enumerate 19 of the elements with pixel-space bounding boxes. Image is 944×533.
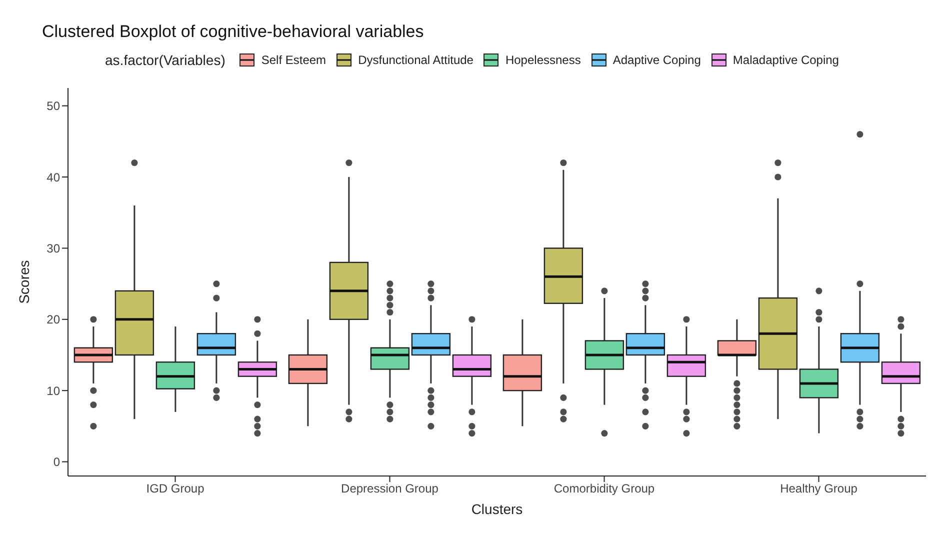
y-tick-label: 0 <box>53 455 60 470</box>
legend-title: as.factor(Variables) <box>105 52 226 68</box>
x-tick-label: Depression Group <box>341 482 439 496</box>
legend-label: Self Esteem <box>261 53 326 67</box>
y-tick-label: 10 <box>46 384 60 398</box>
y-axis-title: Scores <box>16 260 32 304</box>
legend-label: Maladaptive Coping <box>732 53 839 67</box>
x-tick-label: Comorbidity Group <box>554 482 655 496</box>
y-tick-label: 20 <box>46 312 60 327</box>
x-axis-title: Clusters <box>471 501 523 517</box>
chart-title: Clustered Boxplot of cognitive-behavioral variables <box>41 21 425 43</box>
legend-label: Dysfunctional Attitude <box>358 53 474 67</box>
y-tick-label: 50 <box>46 99 60 114</box>
y-tick-label: 30 <box>46 241 60 256</box>
x-tick-label: Healthy Group <box>780 482 858 496</box>
legend-label: Hopelessness <box>505 53 581 67</box>
legend-label: Adaptive Coping <box>612 53 701 67</box>
y-tick-label: 40 <box>46 170 60 184</box>
x-tick-label: IGD Group <box>146 482 205 496</box>
